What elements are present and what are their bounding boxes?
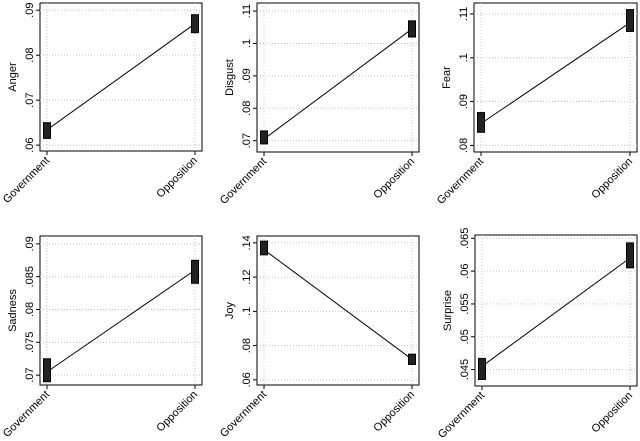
y-tick-label: .09 (458, 94, 470, 109)
y-tick-label: .09 (24, 236, 36, 251)
y-tick-label: .06 (24, 138, 36, 153)
y-tick-label: .08 (458, 138, 470, 153)
y-tick-label: .06 (459, 263, 471, 278)
y-tick-label: .05 (459, 329, 471, 344)
y-axis-label: Joy (224, 301, 236, 319)
x-tick-label: Government (218, 156, 269, 207)
ci-bar-government (478, 357, 486, 380)
panel-anger: .06 .07 .08 .09 Anger Government Opposition (1, 2, 203, 206)
x-tick-label: Opposition (371, 389, 417, 435)
y-tick-label: .12 (241, 269, 253, 284)
y-tick-label: .1 (458, 53, 470, 62)
x-tick-label: Opposition (154, 389, 200, 435)
y-tick-label: .11 (458, 7, 470, 21)
estimate-line (263, 249, 413, 360)
ci-bar-opposition (191, 259, 199, 284)
y-tick-label: .1 (241, 39, 253, 48)
x-tick-label: Government (1, 389, 52, 440)
plot-area (39, 235, 203, 386)
y-tick-label: .08 (24, 48, 36, 63)
ci-bar-opposition (191, 14, 199, 34)
y-axis-label: Disgust (224, 59, 236, 96)
y-tick-label: .07 (241, 133, 253, 148)
x-tick-label: Opposition (154, 155, 200, 201)
ci-bar-government (260, 240, 268, 256)
y-tick-label: .055 (459, 293, 471, 314)
ci-bar-opposition (626, 242, 634, 269)
y-tick-label: .14 (241, 235, 253, 250)
ci-bar-government (43, 358, 51, 383)
y-tick-label: .06 (241, 372, 253, 387)
y-tick-label: .1 (241, 307, 253, 316)
y-tick-label: .045 (459, 359, 471, 380)
y-tick-label: .11 (241, 4, 253, 18)
y-tick-label: .065 (459, 228, 471, 249)
x-tick-label: Opposition (589, 156, 635, 202)
estimate-line (46, 269, 196, 373)
y-axis-label: Sadness (7, 289, 19, 332)
plot-area (256, 235, 420, 386)
y-tick-label: .08 (24, 302, 36, 317)
panel-joy: .06 .08 .1 .12 .14 Joy Government Opposition (218, 235, 420, 440)
ci-bar-opposition (626, 9, 634, 32)
y-tick-label: .085 (24, 266, 36, 287)
y-axis-label: Fear (441, 66, 453, 89)
x-tick-label: Government (218, 389, 269, 440)
estimate-line (481, 257, 631, 367)
panel-sadness: .07 .075 .08 .085 .09 Sadness Government Opposi… (1, 235, 203, 440)
y-axis-label: Anger (7, 62, 19, 92)
estimate-line (46, 23, 196, 131)
ci-bar-opposition (408, 20, 416, 38)
plot-area (473, 2, 638, 153)
y-axis-label: Surprise (442, 290, 454, 331)
y-tick-label: .08 (241, 338, 253, 353)
plot-area (474, 234, 638, 387)
x-tick-label: Opposition (589, 390, 635, 436)
y-tick-label: .09 (241, 68, 253, 83)
x-tick-label: Opposition (371, 156, 417, 202)
ci-bar-government (43, 122, 51, 139)
y-tick-label: .09 (24, 3, 36, 18)
plot-area (256, 2, 420, 153)
ci-bar-government (477, 112, 485, 133)
estimate-line (480, 22, 631, 124)
y-tick-label: .08 (241, 101, 253, 116)
y-tick-label: .075 (24, 332, 36, 353)
ci-bar-government (260, 130, 268, 145)
x-tick-label: Government (435, 156, 486, 207)
estimate-line (263, 28, 413, 140)
x-tick-label: Government (436, 390, 487, 441)
panel-surprise: .045 .05 .055 .06 .065 Surprise Government Oppo… (436, 228, 638, 441)
y-tick-label: .07 (24, 368, 36, 383)
ci-bar-opposition (408, 353, 416, 365)
x-tick-label: Government (1, 155, 52, 206)
panel-disgust: .07 .08 .09 .1 .11 Disgust Government Oppositio… (218, 2, 420, 207)
panel-fear: .08 .09 .1 .11 Fear Government Opposition (435, 2, 638, 207)
y-tick-label: .07 (24, 93, 36, 108)
